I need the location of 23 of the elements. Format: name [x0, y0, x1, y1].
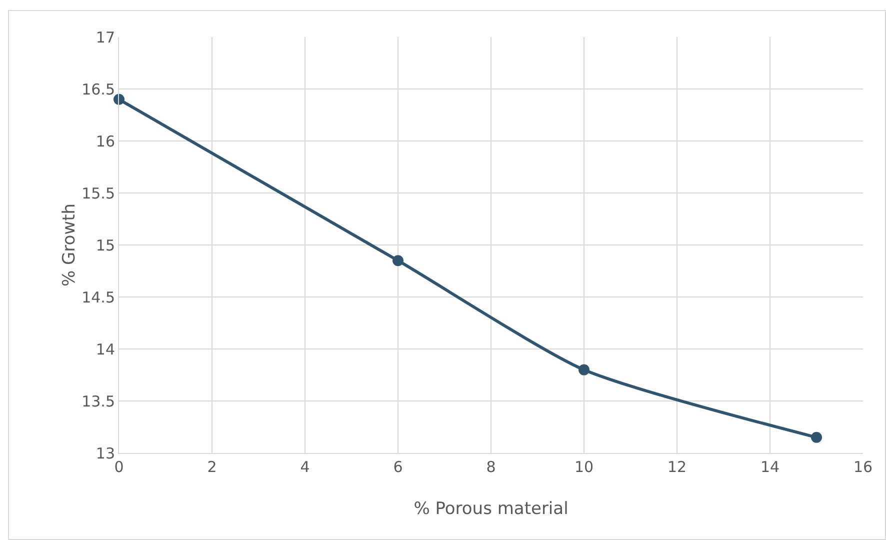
- y-tick-label: 13: [96, 444, 115, 462]
- point: [392, 255, 404, 266]
- x-tick-label: 12: [667, 458, 687, 476]
- y-tick-label: 15: [96, 236, 115, 254]
- y-tick-label: 16: [96, 132, 115, 150]
- y-tick-label: 17: [96, 28, 115, 46]
- x-tick-label: 0: [114, 458, 124, 476]
- x-tick-label: 6: [393, 458, 403, 476]
- x-tick-label: 4: [300, 458, 310, 476]
- y-tick-label: 14.5: [82, 288, 115, 306]
- x-tick-label: 8: [486, 458, 496, 476]
- y-tick-label: 14: [96, 340, 115, 358]
- point: [811, 432, 822, 443]
- x-axis-title: % Porous material: [414, 499, 568, 519]
- x-tick-label: 16: [853, 458, 873, 476]
- y-tick-label: 15.5: [82, 184, 115, 202]
- point: [578, 364, 590, 376]
- y-axis-title: % Growth: [60, 203, 80, 287]
- x-tick-label: 2: [207, 458, 217, 476]
- y-tick-label: 16.5: [82, 80, 115, 98]
- x-tick-label: 10: [574, 458, 594, 476]
- x-tick-label: 14: [760, 458, 780, 476]
- y-tick-label: 13.5: [82, 392, 115, 410]
